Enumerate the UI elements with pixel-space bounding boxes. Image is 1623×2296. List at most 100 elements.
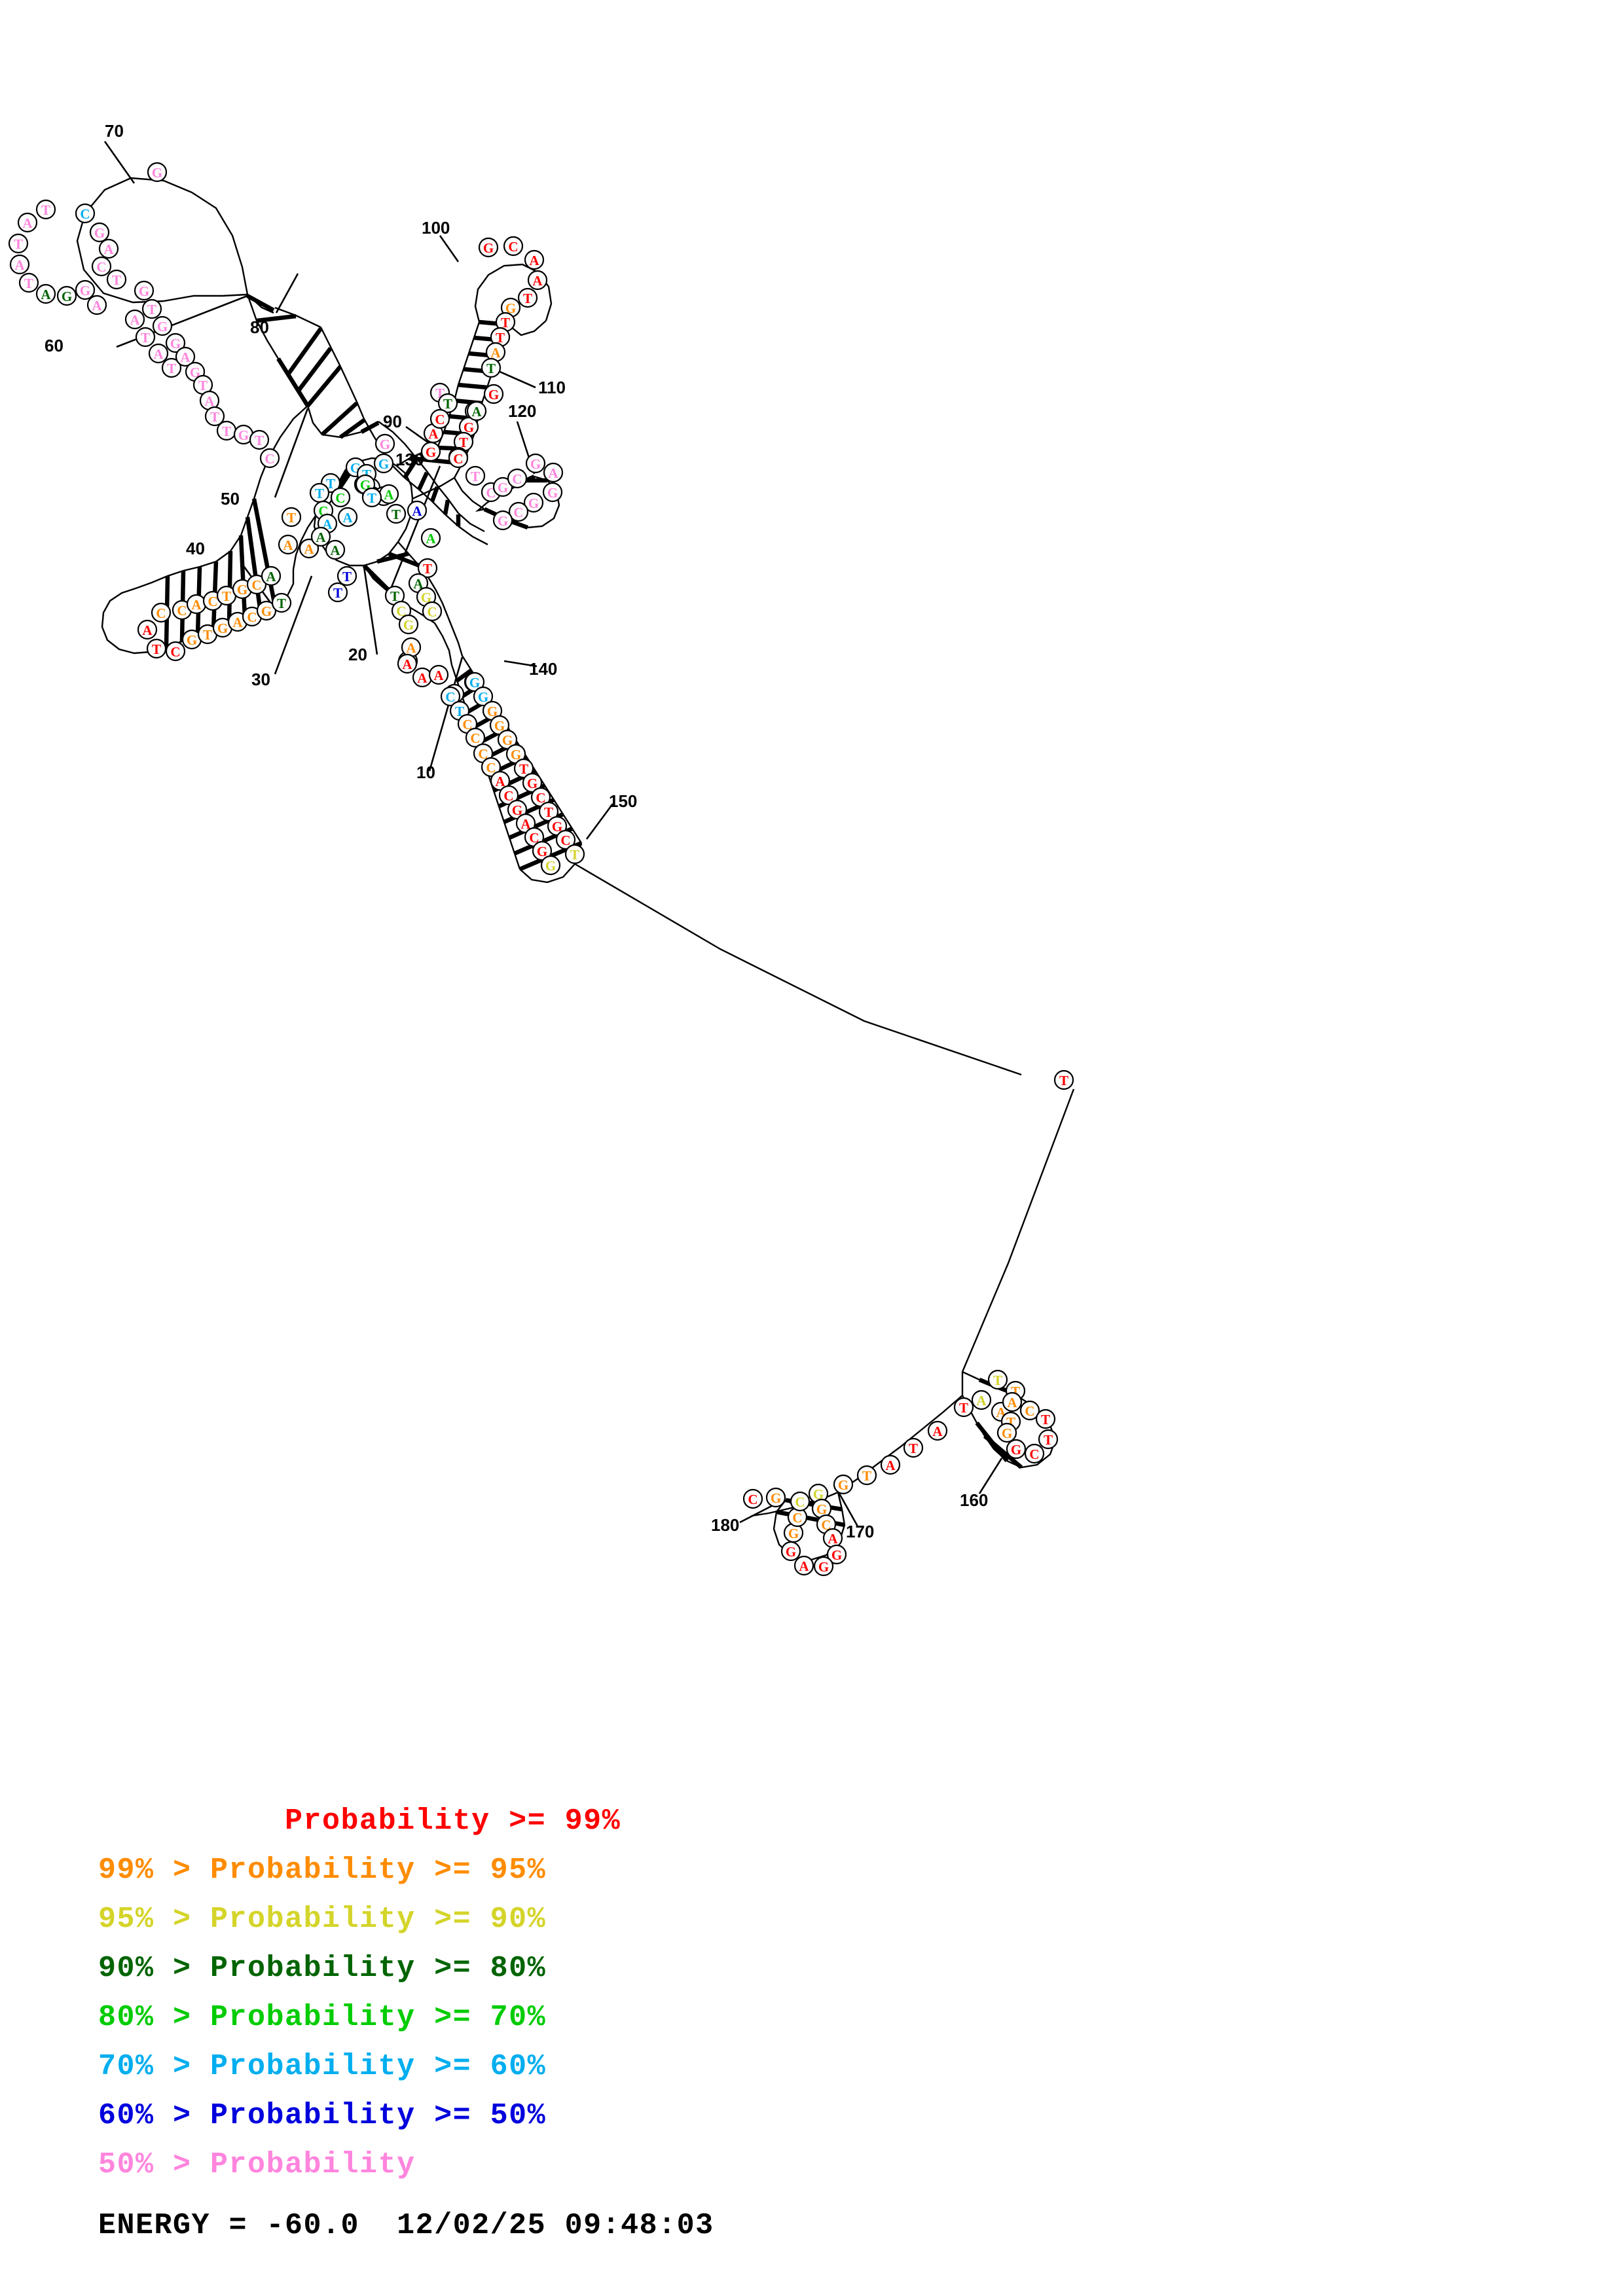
nucleotide-68: G: [147, 162, 168, 183]
nucleotide-circle: [271, 592, 292, 613]
tick-label-40: 40: [186, 539, 205, 558]
nucleotide-70: T: [35, 199, 56, 220]
nucleotide-circle: [398, 614, 419, 635]
nucleotide-circle: [564, 844, 585, 865]
nucleotide-76: G: [56, 285, 77, 306]
nucleotide-22: A: [337, 507, 358, 528]
nucleotide-circle: [309, 482, 330, 503]
nucleotide-circle: [325, 539, 346, 560]
nucleotide-circle: [481, 757, 501, 778]
nucleotide-101: C: [503, 236, 524, 257]
nucleotide-circle: [523, 492, 544, 513]
nucleotide-136: C: [330, 487, 351, 508]
tick-label-180: 180: [711, 1515, 739, 1535]
nucleotide-110: G: [483, 384, 504, 404]
nucleotide-circle: [492, 476, 513, 497]
nucleotide-circle: [412, 667, 433, 688]
nucleotide-circle: [826, 1544, 847, 1565]
nucleotide-circle: [124, 309, 145, 330]
tick-label-50: 50: [221, 489, 240, 509]
nucleotide-circle: [246, 574, 267, 595]
legend-row-99: Probability >= 99%: [98, 1804, 621, 1838]
nucleotide-96: T: [216, 420, 237, 441]
nucleotide-150: T: [564, 844, 585, 865]
nucleotide-163: C: [1024, 1443, 1045, 1464]
nucleotide-181: G: [765, 1487, 786, 1508]
nucleotide-circle: [524, 249, 545, 270]
nucleotide-circle: [903, 1437, 924, 1458]
nucleotide-circle: [765, 1487, 786, 1508]
nucleotide-circle: [186, 594, 207, 615]
nucleotide-119: G: [525, 453, 546, 474]
nucleotide-52: T: [146, 638, 167, 659]
nucleotide-circle: [327, 582, 348, 603]
nucleotide-circle: [310, 526, 331, 547]
nucleotide-circle: [204, 406, 225, 427]
nucleotide-circle: [141, 298, 162, 319]
nucleotide-131: C: [429, 408, 450, 429]
nucleotide-circle: [483, 384, 504, 404]
nucleotide-circle: [75, 279, 96, 300]
nucleotide-152: T: [987, 1369, 1008, 1390]
nucleotide-circle: [374, 433, 395, 454]
nucleotide-circle: [407, 500, 428, 521]
nucleotide-circle: [543, 462, 564, 483]
nucleotide-circle: [152, 315, 173, 336]
nucleotide-circle: [538, 801, 559, 822]
nucleotide-circle: [813, 1556, 834, 1577]
legend-row-lt50: 50% > Probability: [98, 2148, 416, 2181]
tick-label-130: 130: [395, 450, 424, 469]
tick-label-10: 10: [416, 762, 435, 782]
energy-and-timestamp: ENERGY = -60.0 12/02/25 09:48:03: [98, 2209, 714, 2242]
nucleotide-circle: [466, 401, 487, 422]
nucleotide-circle: [401, 637, 422, 658]
nucleotide-45: A: [186, 594, 207, 615]
nucleotide-circle: [98, 238, 119, 259]
nucleotide-circle: [161, 357, 182, 378]
nucleotide-84: T: [141, 298, 162, 319]
nucleotide-2: A: [412, 667, 433, 688]
nucleotide-169: G: [833, 1474, 854, 1495]
nucleotide-42: A: [397, 653, 418, 674]
nucleotide-31: T: [386, 503, 407, 524]
nucleotide-circle: [555, 829, 576, 850]
nucleotide-circle: [428, 664, 449, 685]
nucleotide-98: T: [249, 429, 270, 450]
nucleotide-50: A: [261, 565, 282, 586]
nucleotide-30: A: [378, 484, 399, 505]
nucleotide-circle: [175, 346, 196, 367]
nucleotide-circle: [1002, 1391, 1023, 1412]
nucleotide-circle: [793, 1555, 814, 1576]
nucleotide-circle: [1019, 1400, 1040, 1421]
nucleotide-layer: TAACCGTCCCCACGACGGTTAACTGGATAATAATAGCTCG…: [8, 162, 1074, 1577]
nucleotide-33: A: [420, 528, 441, 548]
nucleotide-circle: [1024, 1443, 1045, 1464]
nucleotide-176: A: [793, 1555, 814, 1576]
nucleotide-61: A: [278, 534, 299, 555]
legend-row-50: 60% > Probability >= 50%: [98, 2099, 547, 2132]
tick-label-100: 100: [422, 218, 450, 238]
nucleotide-circle: [987, 1369, 1008, 1390]
nucleotide-128: C: [448, 448, 469, 469]
nucleotide-circle: [417, 558, 438, 579]
nucleotide-circle: [35, 283, 56, 304]
nucleotide-127: G: [420, 441, 441, 462]
nucleotide-182: C: [742, 1488, 763, 1509]
nucleotide-circle: [361, 487, 382, 508]
nucleotide-129: G: [374, 433, 395, 454]
nucleotide-circle: [1038, 1429, 1059, 1450]
nucleotide-circle: [18, 272, 39, 293]
nucleotide-137: T: [361, 487, 382, 508]
nucleotide-circle: [996, 1422, 1017, 1443]
nucleotide-103: A: [527, 270, 548, 291]
nucleotide-circle: [91, 256, 112, 277]
nucleotide-circle: [86, 295, 107, 315]
nucleotide-circle: [135, 327, 156, 348]
nucleotide-circle: [422, 601, 443, 622]
nucleotide-circle: [464, 672, 485, 692]
nucleotide-circle: [137, 619, 158, 640]
nucleotide-circle: [927, 1420, 948, 1441]
nucleotide-175: G: [813, 1556, 834, 1577]
nucleotide-37: C: [422, 601, 443, 622]
nucleotide-circle: [880, 1454, 901, 1475]
